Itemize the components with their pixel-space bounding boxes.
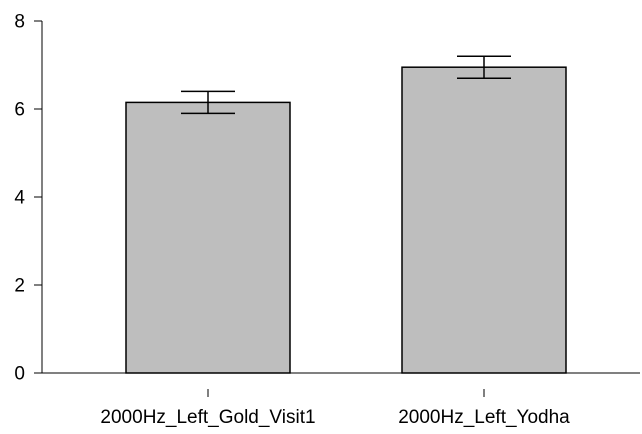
bar	[125, 101, 291, 374]
x-axis: 2000Hz_Left_Gold_Visit1 2000Hz_Left_Yodha	[42, 372, 640, 428]
y-tick-label: 8	[14, 12, 25, 33]
y-tick-label: 4	[14, 188, 25, 209]
y-tick-label: 2	[14, 276, 25, 297]
bars	[125, 66, 567, 374]
y-tick-label: 0	[14, 364, 25, 385]
bar	[401, 66, 567, 374]
y-tick-label: 6	[14, 100, 25, 121]
y-axis: 0 2 4 6 8	[14, 12, 43, 385]
error-bars	[181, 55, 511, 115]
x-tick-label: 2000Hz_Left_Yodha	[398, 407, 570, 428]
x-tick-label: 2000Hz_Left_Gold_Visit1	[100, 407, 315, 428]
